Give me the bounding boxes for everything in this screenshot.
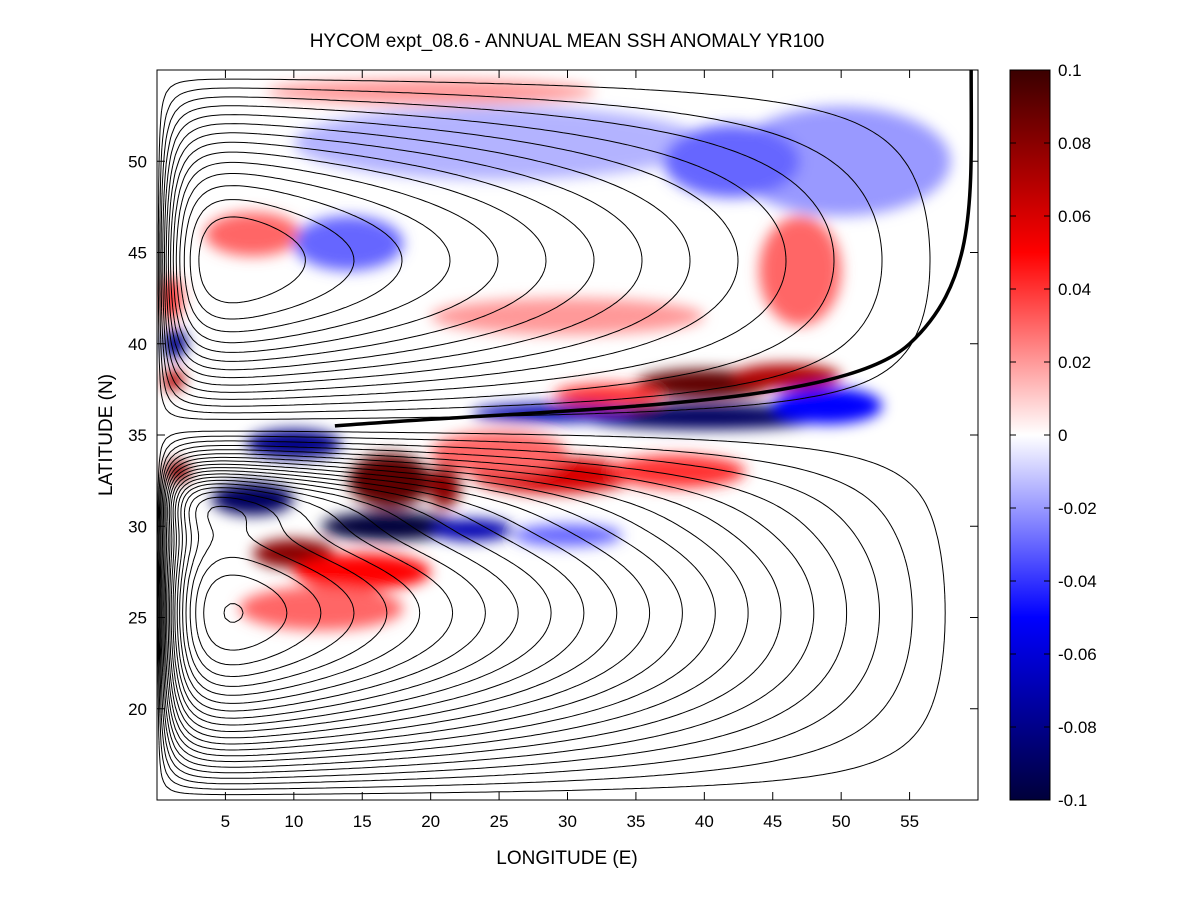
colorbar-ticks: 0.1 0.08 0.06 0.04 0.02 0 -0.02 -0.04 -0.06 -0.08… — [1010, 61, 1097, 810]
anomaly-blob — [512, 524, 623, 547]
x-tick-label: 35 — [626, 812, 645, 831]
contour-line — [157, 78, 931, 420]
contour-line — [198, 216, 306, 304]
y-tick-label: 40 — [128, 335, 147, 354]
x-tick-label: 25 — [490, 812, 509, 831]
contour-line — [160, 445, 848, 779]
contour-line — [195, 556, 322, 666]
anomaly-blob — [427, 464, 461, 508]
contour-line — [182, 491, 421, 696]
anomaly-blob — [204, 212, 301, 257]
anomaly-blob — [293, 106, 705, 180]
anomaly-blob — [348, 453, 431, 508]
anomaly-blob — [581, 403, 828, 430]
x-tick-label: 20 — [421, 812, 440, 831]
y-axis: 20 25 30 35 40 45 50 — [128, 152, 978, 719]
x-tick-label: 50 — [832, 812, 851, 831]
x-tick-label: 5 — [221, 812, 230, 831]
y-axis-label: LATITUDE (N) — [96, 374, 117, 496]
x-tick-label: 15 — [353, 812, 372, 831]
anomaly-blob — [266, 79, 595, 105]
anomaly-blob — [430, 431, 568, 476]
anomaly-blob — [293, 553, 431, 591]
anomaly-blob — [663, 124, 801, 198]
anomaly-blob — [430, 518, 513, 541]
anomaly-blob — [772, 387, 883, 425]
y-tick-label: 45 — [128, 244, 147, 263]
contour-line — [223, 603, 244, 623]
contour-line — [203, 574, 288, 651]
x-tick-label: 10 — [284, 812, 303, 831]
y-tick-label: 50 — [128, 152, 147, 171]
separation-streamline — [334, 70, 974, 428]
contour-line — [170, 473, 585, 732]
ssh-contours — [157, 70, 974, 796]
colorbar-tick-label: 0.08 — [1058, 134, 1091, 153]
colorbar-tick-label: -0.08 — [1058, 718, 1097, 737]
colorbar-tick-label: -0.02 — [1058, 499, 1097, 518]
colorbar-tick-label: -0.04 — [1058, 572, 1097, 591]
y-tick-label: 30 — [128, 517, 147, 536]
colorbar-tick-label: -0.1 — [1058, 791, 1087, 810]
contour-line — [172, 151, 547, 362]
colorbar-tick-label: 0.02 — [1058, 353, 1091, 372]
contour-line — [159, 440, 880, 785]
contour-line — [175, 161, 499, 353]
x-axis: 5 10 15 20 25 30 35 40 45 50 55 — [221, 70, 919, 831]
x-axis-label: LONGITUDE (E) — [496, 848, 637, 869]
contour-line — [165, 123, 691, 386]
contour-line — [167, 132, 643, 379]
contour-line — [157, 430, 946, 796]
contour-line — [170, 141, 595, 371]
anomaly-blob — [293, 216, 404, 271]
contour-line — [179, 173, 451, 344]
contour-line — [163, 456, 749, 763]
x-tick-label: 30 — [558, 812, 577, 831]
contour-line — [164, 114, 739, 393]
y-tick-label: 35 — [128, 426, 147, 445]
colorbar-tick-label: 0.04 — [1058, 280, 1091, 299]
anomaly-blob — [731, 106, 951, 216]
contour-line — [159, 87, 883, 414]
chart-title: HYCOM expt_08.6 - ANNUAL MEAN SSH ANOMAL… — [310, 31, 825, 52]
contour-line — [167, 467, 651, 745]
contour-line — [158, 435, 913, 790]
contour-line — [174, 479, 519, 719]
colorbar-tick-label: 0.1 — [1058, 61, 1082, 80]
anomaly-blob — [731, 363, 842, 390]
contour-line — [166, 463, 683, 751]
x-tick-label: 40 — [695, 812, 714, 831]
contour-line — [161, 449, 815, 774]
anomaly-blob — [759, 216, 842, 326]
colorbar-tick-label: 0 — [1058, 426, 1067, 445]
contour-line — [176, 483, 486, 712]
contour-line — [189, 505, 355, 677]
contour-line — [179, 487, 454, 704]
contour-line — [172, 476, 552, 726]
colorbar — [1009, 69, 1051, 801]
contour-line — [185, 496, 388, 687]
anomaly-blob — [430, 298, 705, 335]
contour-line — [164, 460, 716, 757]
contour-line — [169, 470, 618, 739]
anomaly-blob — [211, 482, 294, 516]
contour-line — [183, 185, 403, 333]
colorbar-tick-label: 0.06 — [1058, 207, 1091, 226]
anomaly-blob — [608, 455, 746, 488]
y-tick-label: 20 — [128, 700, 147, 719]
contour-line — [160, 96, 835, 407]
x-tick-label: 55 — [900, 812, 919, 831]
contour-line — [189, 199, 355, 320]
colorbar-tick-label: -0.06 — [1058, 645, 1097, 664]
y-tick-label: 25 — [128, 609, 147, 628]
x-tick-label: 45 — [763, 812, 782, 831]
contour-line — [162, 105, 787, 400]
contour-line — [162, 453, 782, 768]
